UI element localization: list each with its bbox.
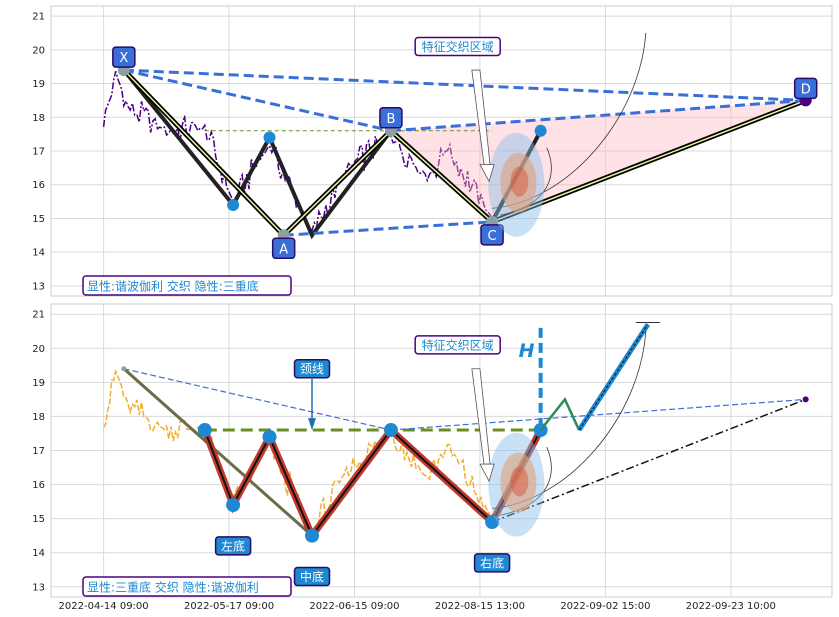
pattern-legend: 显性:三重底 交织 隐性:谐波伽利 <box>82 576 292 597</box>
bottom-label-text: 左底 <box>221 538 245 553</box>
triple-bottom-point <box>226 498 241 513</box>
xabcd-connector <box>123 68 392 133</box>
ghost-bd <box>390 398 806 431</box>
y-tick-label: 19 <box>32 79 45 90</box>
xabcd-leg-highlight <box>390 130 493 223</box>
bottom-label-box <box>214 536 252 556</box>
zone-label-text: 特征交织区域 <box>422 39 494 54</box>
point-label-text: A <box>279 242 288 257</box>
pattern-legend-text: 显性:三重底 交织 隐性:谐波伽利 <box>87 580 259 595</box>
y-tick-label: 18 <box>32 113 45 124</box>
zone-label: 特征交织区域 <box>414 36 501 57</box>
point-label-B: B <box>379 107 403 129</box>
bottom-label-box <box>473 553 511 573</box>
xabcd-connector <box>283 220 493 237</box>
pattern-legend-text: 显性:谐波伽利 交织 隐性:三重底 <box>87 279 259 294</box>
ghost-x <box>121 366 127 372</box>
x-tick-label: 2022-09-23 10:00 <box>686 601 776 612</box>
y-tick-label: 14 <box>32 548 45 559</box>
bottom-label: 右底 <box>473 553 511 573</box>
point-label-D: D <box>793 77 818 100</box>
bottom-label-box <box>293 566 331 587</box>
zone-arrowhead <box>479 463 495 483</box>
y-tick-label: 17 <box>32 147 45 158</box>
y-tick-label: 13 <box>32 281 45 292</box>
point-label-text: C <box>488 229 497 244</box>
wave-point <box>263 131 276 144</box>
pattern-legend: 显性:谐波伽利 交织 隐性:三重底 <box>82 275 292 296</box>
x-tick-label: 2022-08-15 13:00 <box>435 601 525 612</box>
zone-label: 特征交织区域 <box>414 335 501 355</box>
triple-bottom-point <box>383 423 398 438</box>
wave-point <box>534 124 547 137</box>
neckline-label: 颈线 <box>293 358 331 379</box>
height-label: H <box>519 340 535 362</box>
x-tick-label: 2022-05-17 09:00 <box>184 601 274 612</box>
neckline-label-box <box>293 358 331 379</box>
point-label-C: C <box>480 224 504 246</box>
triple-bottom-point <box>197 423 212 438</box>
zone-label-text: 特征交织区域 <box>422 337 494 352</box>
bottom-label: 左底 <box>214 536 252 556</box>
point-label-X: X <box>112 46 136 68</box>
triple-bottom-point <box>262 429 277 444</box>
y-tick-label: 16 <box>32 480 45 491</box>
y-tick-label: 14 <box>32 248 45 259</box>
xabcd-leg-highlight <box>123 69 285 236</box>
y-tick-label: 20 <box>32 45 45 56</box>
ghost-xa <box>122 367 314 537</box>
ghost-xb <box>123 368 392 431</box>
xabcd-leg-highlight <box>491 99 806 223</box>
y-tick-label: 15 <box>32 214 45 225</box>
y-tick-label: 21 <box>32 12 45 23</box>
x-tick-label: 2022-04-14 09:00 <box>59 601 149 612</box>
y-tick-label: 21 <box>32 310 45 321</box>
bottom-label: 中底 <box>293 566 331 587</box>
projection-target-core <box>578 324 649 431</box>
point-label-box <box>112 46 136 68</box>
bottom-label-text: 中底 <box>300 569 324 584</box>
point-label-box <box>379 107 403 129</box>
x-tick-label: 2022-06-15 09:00 <box>309 601 399 612</box>
pattern-legend-box <box>82 576 292 597</box>
pattern-legend-box <box>82 275 292 296</box>
point-label-box <box>271 237 296 260</box>
point-label-box <box>793 77 818 100</box>
zone-label-box <box>414 335 501 355</box>
zone-arrowhead <box>479 164 495 183</box>
point-label-text: X <box>119 51 128 66</box>
xabcd-connector <box>123 68 806 102</box>
y-tick-label: 17 <box>32 446 45 457</box>
wave-point <box>227 198 240 211</box>
point-label-box <box>480 224 504 246</box>
x-tick-label: 2022-09-02 15:00 <box>560 601 650 612</box>
neckline-label-text: 颈线 <box>300 362 324 376</box>
point-label-text: D <box>801 82 811 97</box>
zone-inner <box>510 466 529 497</box>
y-tick-label: 20 <box>32 344 45 355</box>
triple-bottom-point <box>305 528 320 543</box>
xabcd-connector <box>390 98 806 133</box>
triple-bottom-point <box>485 515 500 530</box>
ghost-d <box>802 396 809 403</box>
point-label-text: B <box>386 112 395 127</box>
neckline-arrowhead <box>308 418 317 431</box>
y-tick-label: 19 <box>32 378 45 389</box>
bcd-triangle <box>390 100 806 222</box>
y-tick-label: 13 <box>32 582 45 593</box>
y-tick-label: 18 <box>32 412 45 423</box>
price-line <box>102 71 493 233</box>
bottom-label-text: 右底 <box>480 555 504 570</box>
projection-zigzag <box>539 397 581 431</box>
y-tick-label: 16 <box>32 180 45 191</box>
zone-label-box <box>414 36 501 57</box>
xabcd-leg-highlight <box>283 130 392 236</box>
point-label-A: A <box>271 237 296 260</box>
zone-inner <box>510 166 529 197</box>
y-tick-label: 15 <box>32 514 45 525</box>
